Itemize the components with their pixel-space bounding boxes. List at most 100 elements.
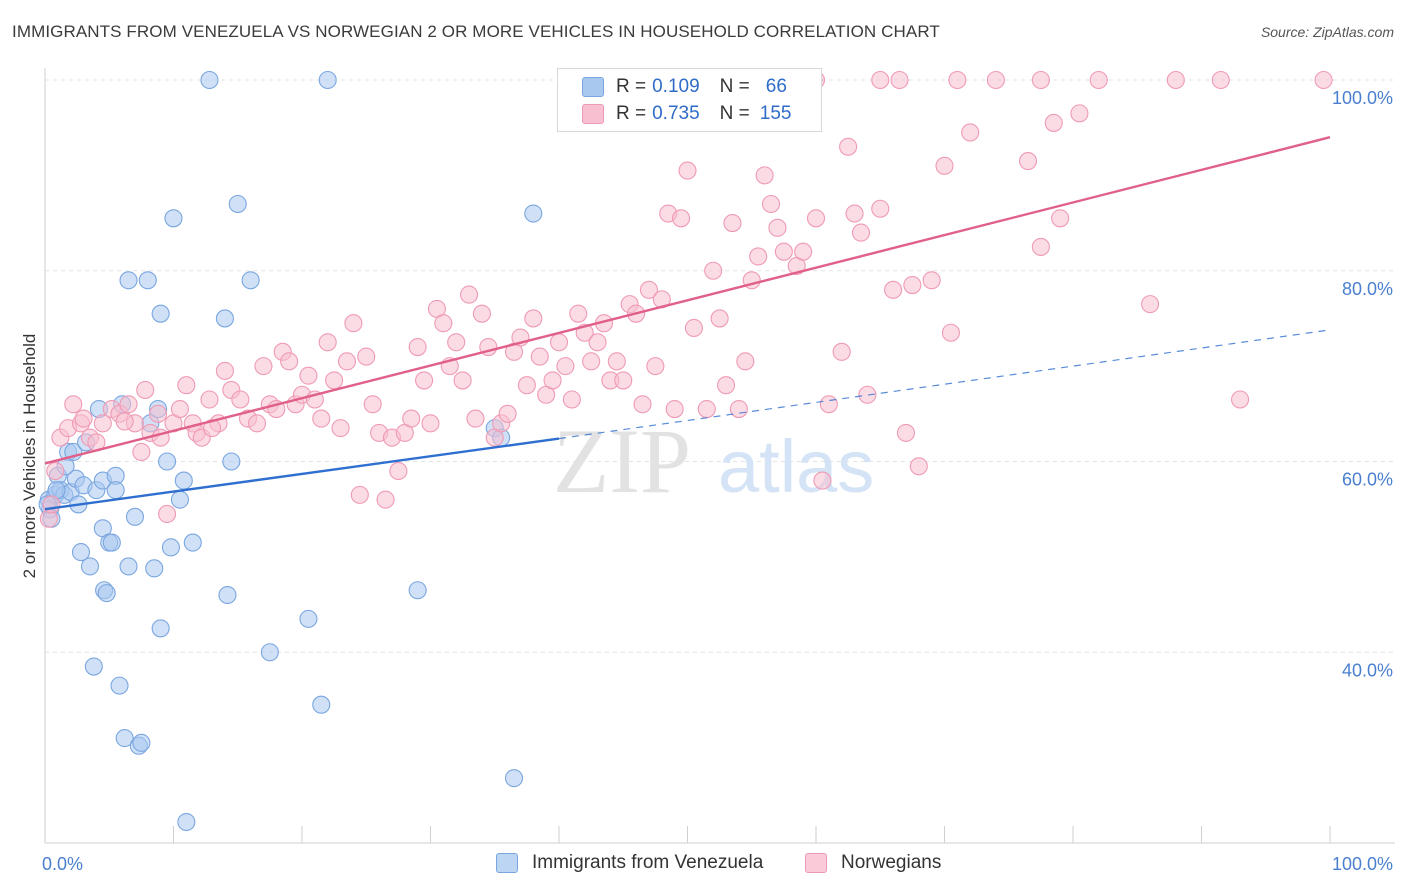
venezuela-point <box>132 733 151 752</box>
norwegians-point <box>1051 209 1070 228</box>
norwegians-point <box>1314 70 1333 90</box>
norwegians-point <box>136 380 155 400</box>
watermark: ZIP atlas <box>553 410 874 512</box>
venezuela-point <box>119 271 138 290</box>
norwegians-point <box>408 337 427 357</box>
legend-item-venezuela[interactable]: Immigrants from Venezuela <box>496 852 763 874</box>
norwegians-point <box>115 412 134 431</box>
chart-title: IMMIGRANTS FROM VENEZUELA VS NORWEGIAN 2… <box>12 22 940 41</box>
norwegians-point <box>46 461 65 481</box>
norwegians-point <box>903 276 922 295</box>
norwegians-point <box>986 70 1005 90</box>
norwegians-point <box>736 352 755 371</box>
legend-r-value: 0.735 <box>652 103 700 124</box>
norwegians-point <box>639 280 659 299</box>
norwegians-point <box>562 390 581 409</box>
watermark-zip: ZIP <box>553 410 691 512</box>
norwegians-point <box>582 352 601 371</box>
norwegians-point <box>1070 104 1089 123</box>
norwegians-point <box>1166 70 1185 90</box>
norwegians-point <box>672 209 691 228</box>
norwegians-point <box>678 161 697 180</box>
venezuela-point <box>151 619 170 638</box>
venezuela-point <box>125 507 144 526</box>
norwegians-point <box>607 352 626 371</box>
norwegians-point <box>1231 390 1250 409</box>
grid-lines <box>45 79 1395 653</box>
norwegians-point <box>376 490 395 509</box>
venezuela-point <box>241 271 260 290</box>
norwegians-point <box>890 70 909 90</box>
norwegians-point <box>1018 152 1038 171</box>
norwegians-point <box>459 285 479 304</box>
venezuela-point <box>106 481 125 500</box>
legend-label-norwegians: Norwegians <box>841 852 942 873</box>
norwegians-point <box>203 419 222 438</box>
norwegians-point <box>871 199 890 218</box>
norwegians-point <box>761 194 781 214</box>
norwegians-point <box>704 261 723 280</box>
norwegians-point <box>42 495 61 514</box>
norwegians-point <box>1141 295 1160 314</box>
norwegians-point <box>215 361 234 380</box>
norwegians-point <box>337 352 357 371</box>
norwegians-point <box>794 242 813 261</box>
norwegians-point <box>941 323 960 342</box>
norwegians-point <box>312 409 331 428</box>
norwegians-point <box>331 419 350 438</box>
legend-swatch-pink <box>805 853 827 873</box>
venezuela-point <box>524 204 543 223</box>
legend-r-label: R = <box>616 103 647 124</box>
y-tick-label: 100.0% <box>1332 88 1393 108</box>
norwegians-point <box>363 395 382 414</box>
venezuela-point <box>138 271 157 290</box>
norwegians-point <box>1211 70 1230 90</box>
norwegians-point <box>646 357 665 376</box>
x-tick-label-max: 100.0% <box>1332 854 1393 874</box>
y-tick-label: 40.0% <box>1342 660 1393 680</box>
norwegians-point <box>132 442 151 462</box>
norwegians-point <box>884 280 903 299</box>
venezuela-point <box>161 538 180 557</box>
norwegians-point <box>716 376 736 395</box>
y-tick-label: 60.0% <box>1342 470 1393 490</box>
venezuela-point <box>260 643 279 662</box>
norwegians-point <box>318 333 337 352</box>
norwegians-point <box>325 371 344 390</box>
norwegians-point <box>498 404 517 423</box>
norwegians-point <box>839 137 858 156</box>
norwegians-point <box>697 399 716 419</box>
norwegians-point <box>524 309 543 328</box>
legend-item-norwegians[interactable]: Norwegians <box>805 852 941 874</box>
norwegians-point <box>466 409 485 428</box>
norwegians-point <box>389 461 408 481</box>
x-tick-label-min: 0.0% <box>42 854 83 874</box>
norwegians-point <box>472 304 491 323</box>
legend-swatch-blue <box>582 77 604 97</box>
norwegians-point <box>415 371 434 390</box>
legend-n-value: 155 <box>759 103 792 124</box>
venezuela-point <box>115 729 134 748</box>
norwegians-point <box>845 204 864 223</box>
norwegians-point <box>556 357 575 376</box>
norwegians-point <box>177 376 196 395</box>
legend-r-label: R = <box>616 76 647 97</box>
legend-row-venezuela: R = 0.109 N = 66 <box>582 74 787 100</box>
norwegians-point <box>447 333 466 352</box>
venezuela-point <box>312 695 331 714</box>
norwegians-point <box>569 304 588 323</box>
tick-labels: 40.0% 60.0% 80.0% 100.0% 0.0% 100.0% <box>42 88 1393 874</box>
venezuela-point <box>318 70 337 90</box>
norwegians-point <box>922 271 941 290</box>
norwegians-point <box>254 357 273 376</box>
norwegians-point <box>453 371 472 390</box>
norwegians-point <box>858 385 877 404</box>
venezuela-point <box>97 584 116 603</box>
norwegians-point <box>935 156 954 175</box>
axes <box>44 68 1395 844</box>
norwegians-point <box>633 395 652 414</box>
norwegians-point <box>588 333 607 352</box>
legend-swatch-pink <box>582 104 604 124</box>
trend-lines <box>44 136 1331 511</box>
